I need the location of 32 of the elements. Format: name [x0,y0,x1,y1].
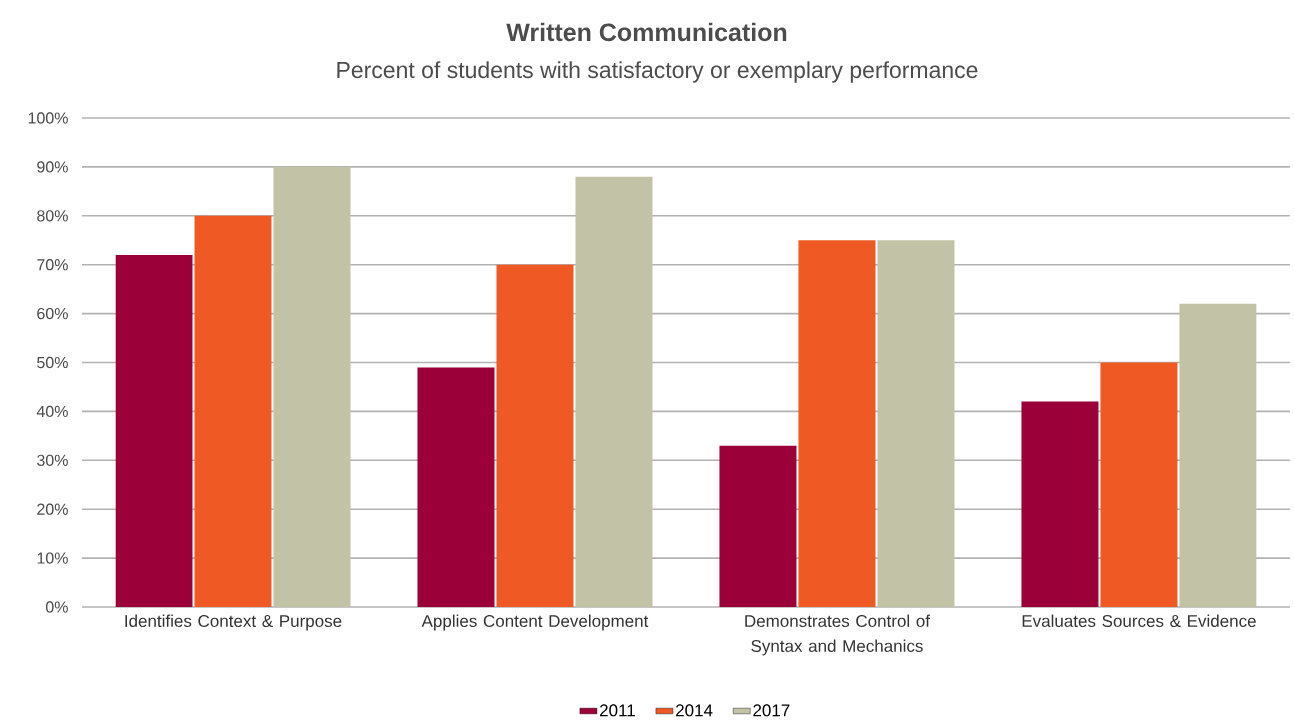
y-tick-label: 70% [37,259,68,271]
x-tick-label: Demonstrates Control of Syntax and Mechanics [745,614,931,656]
y-tick-label: 0% [45,601,68,613]
legend-label: 2011 [600,704,635,717]
legend-label: 2014 [676,704,713,717]
bar [575,176,653,607]
y-tick-label: 80% [37,210,68,222]
bar [194,215,272,607]
y-tick-label: 10% [37,552,68,564]
bar [496,264,574,607]
bar [1100,362,1178,607]
y-tick-label: 100% [28,112,68,124]
chart-title: Written Communication [506,22,787,42]
bar [798,240,876,607]
bar [877,240,955,607]
bar [1021,401,1099,607]
y-tick-label: 40% [36,405,68,418]
bar [115,254,193,607]
y-tick-label: 90% [37,161,68,173]
x-tick-label: Evaluates Sources & Evidence [1022,614,1256,628]
x-tick-label: Identifies Context & Purpose [125,614,342,631]
y-tick-label: 50% [37,356,68,369]
y-tick-label: 30% [37,454,68,466]
y-tick-label: 20% [37,503,68,515]
bar [273,166,351,607]
bar [1179,303,1257,607]
y-tick-label: 60% [37,307,68,320]
bar [719,445,797,607]
legend-label: 2017 [753,704,790,717]
chart-subtitle: Percent of students with satisfactory or exemplary performance [337,61,978,83]
bar [417,367,495,607]
x-tick-label: Applies Content Development [421,614,649,631]
